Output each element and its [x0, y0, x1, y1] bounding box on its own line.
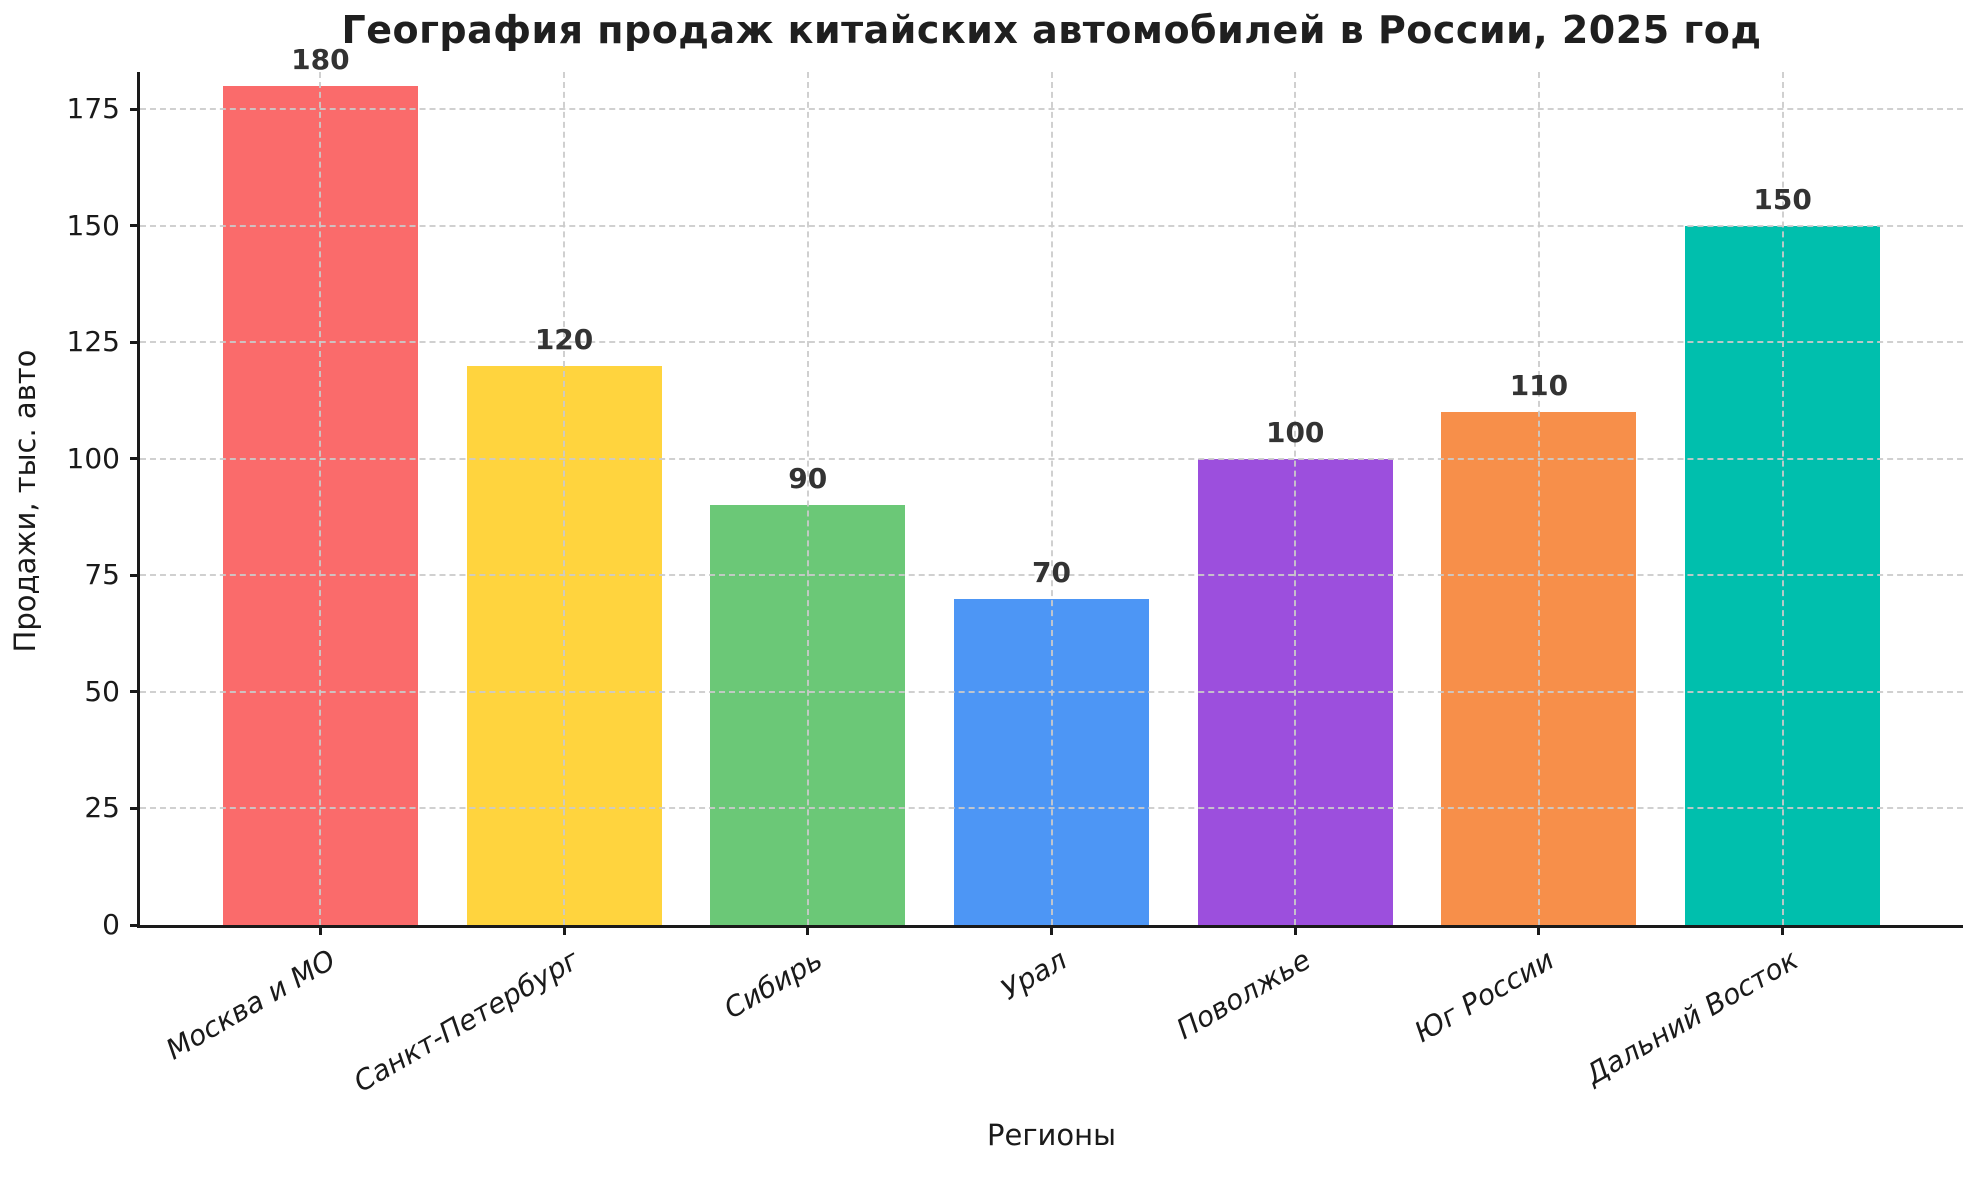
y-tick-mark-25	[130, 806, 140, 810]
x-tick-label-0: Москва и МО	[160, 943, 341, 1067]
y-tick-label-175: 175	[66, 92, 120, 126]
x-axis-line	[137, 925, 1963, 928]
x-tick-mark-2	[806, 925, 810, 935]
y-tick-mark-175	[130, 107, 140, 111]
y-tick-mark-0	[130, 923, 140, 927]
x-tick-mark-6	[1781, 925, 1785, 935]
bar-value-label-1: 120	[534, 322, 594, 356]
y-tick-label-0: 0	[102, 908, 120, 941]
y-tick-label-150: 150	[66, 208, 120, 242]
v-gridline-5	[1537, 72, 1540, 925]
v-gridline-3	[1050, 72, 1053, 925]
v-gridline-0	[319, 72, 322, 925]
bar-value-label-5: 110	[1509, 369, 1569, 403]
x-tick-mark-5	[1537, 925, 1541, 935]
x-axis-label: Регионы	[986, 1118, 1116, 1152]
v-gridline-1	[563, 72, 566, 925]
x-tick-label-6: Дальний Восток	[1579, 943, 1804, 1092]
y-tick-mark-100	[130, 457, 140, 461]
v-gridline-6	[1781, 72, 1784, 925]
v-gridline-4	[1294, 72, 1297, 925]
y-tick-label-25: 25	[84, 791, 120, 825]
v-gridline-2	[806, 72, 809, 925]
x-tick-mark-4	[1293, 925, 1297, 935]
y-tick-mark-75	[130, 573, 140, 577]
x-tick-mark-1	[562, 925, 566, 935]
y-tick-label-75: 75	[84, 558, 120, 592]
bar-value-label-3: 70	[1032, 555, 1071, 589]
y-tick-mark-150	[130, 224, 140, 228]
x-tick-label-1: Санкт-Петербург	[347, 943, 585, 1099]
bar-value-label-2: 90	[788, 462, 828, 496]
chart-title: География продаж китайских автомобилей в…	[341, 8, 1762, 52]
y-tick-label-100: 100	[66, 441, 120, 475]
y-axis-line	[137, 72, 140, 928]
bar-value-label-0: 180	[291, 42, 350, 76]
x-tick-label-5: Юг России	[1408, 943, 1560, 1050]
y-tick-mark-125	[130, 340, 140, 344]
bar-value-label-4: 100	[1265, 415, 1325, 449]
bar-value-label-6: 150	[1753, 182, 1812, 216]
x-tick-mark-0	[318, 925, 322, 935]
y-tick-mark-50	[130, 690, 140, 694]
y-tick-label-125: 125	[66, 325, 120, 359]
y-tick-label-50: 50	[84, 674, 120, 708]
x-tick-label-4: Поволжье	[1170, 943, 1316, 1046]
x-tick-label-3: Урал	[994, 943, 1072, 1007]
x-tick-mark-3	[1050, 925, 1053, 935]
x-tick-label-2: Сибирь	[718, 943, 829, 1026]
